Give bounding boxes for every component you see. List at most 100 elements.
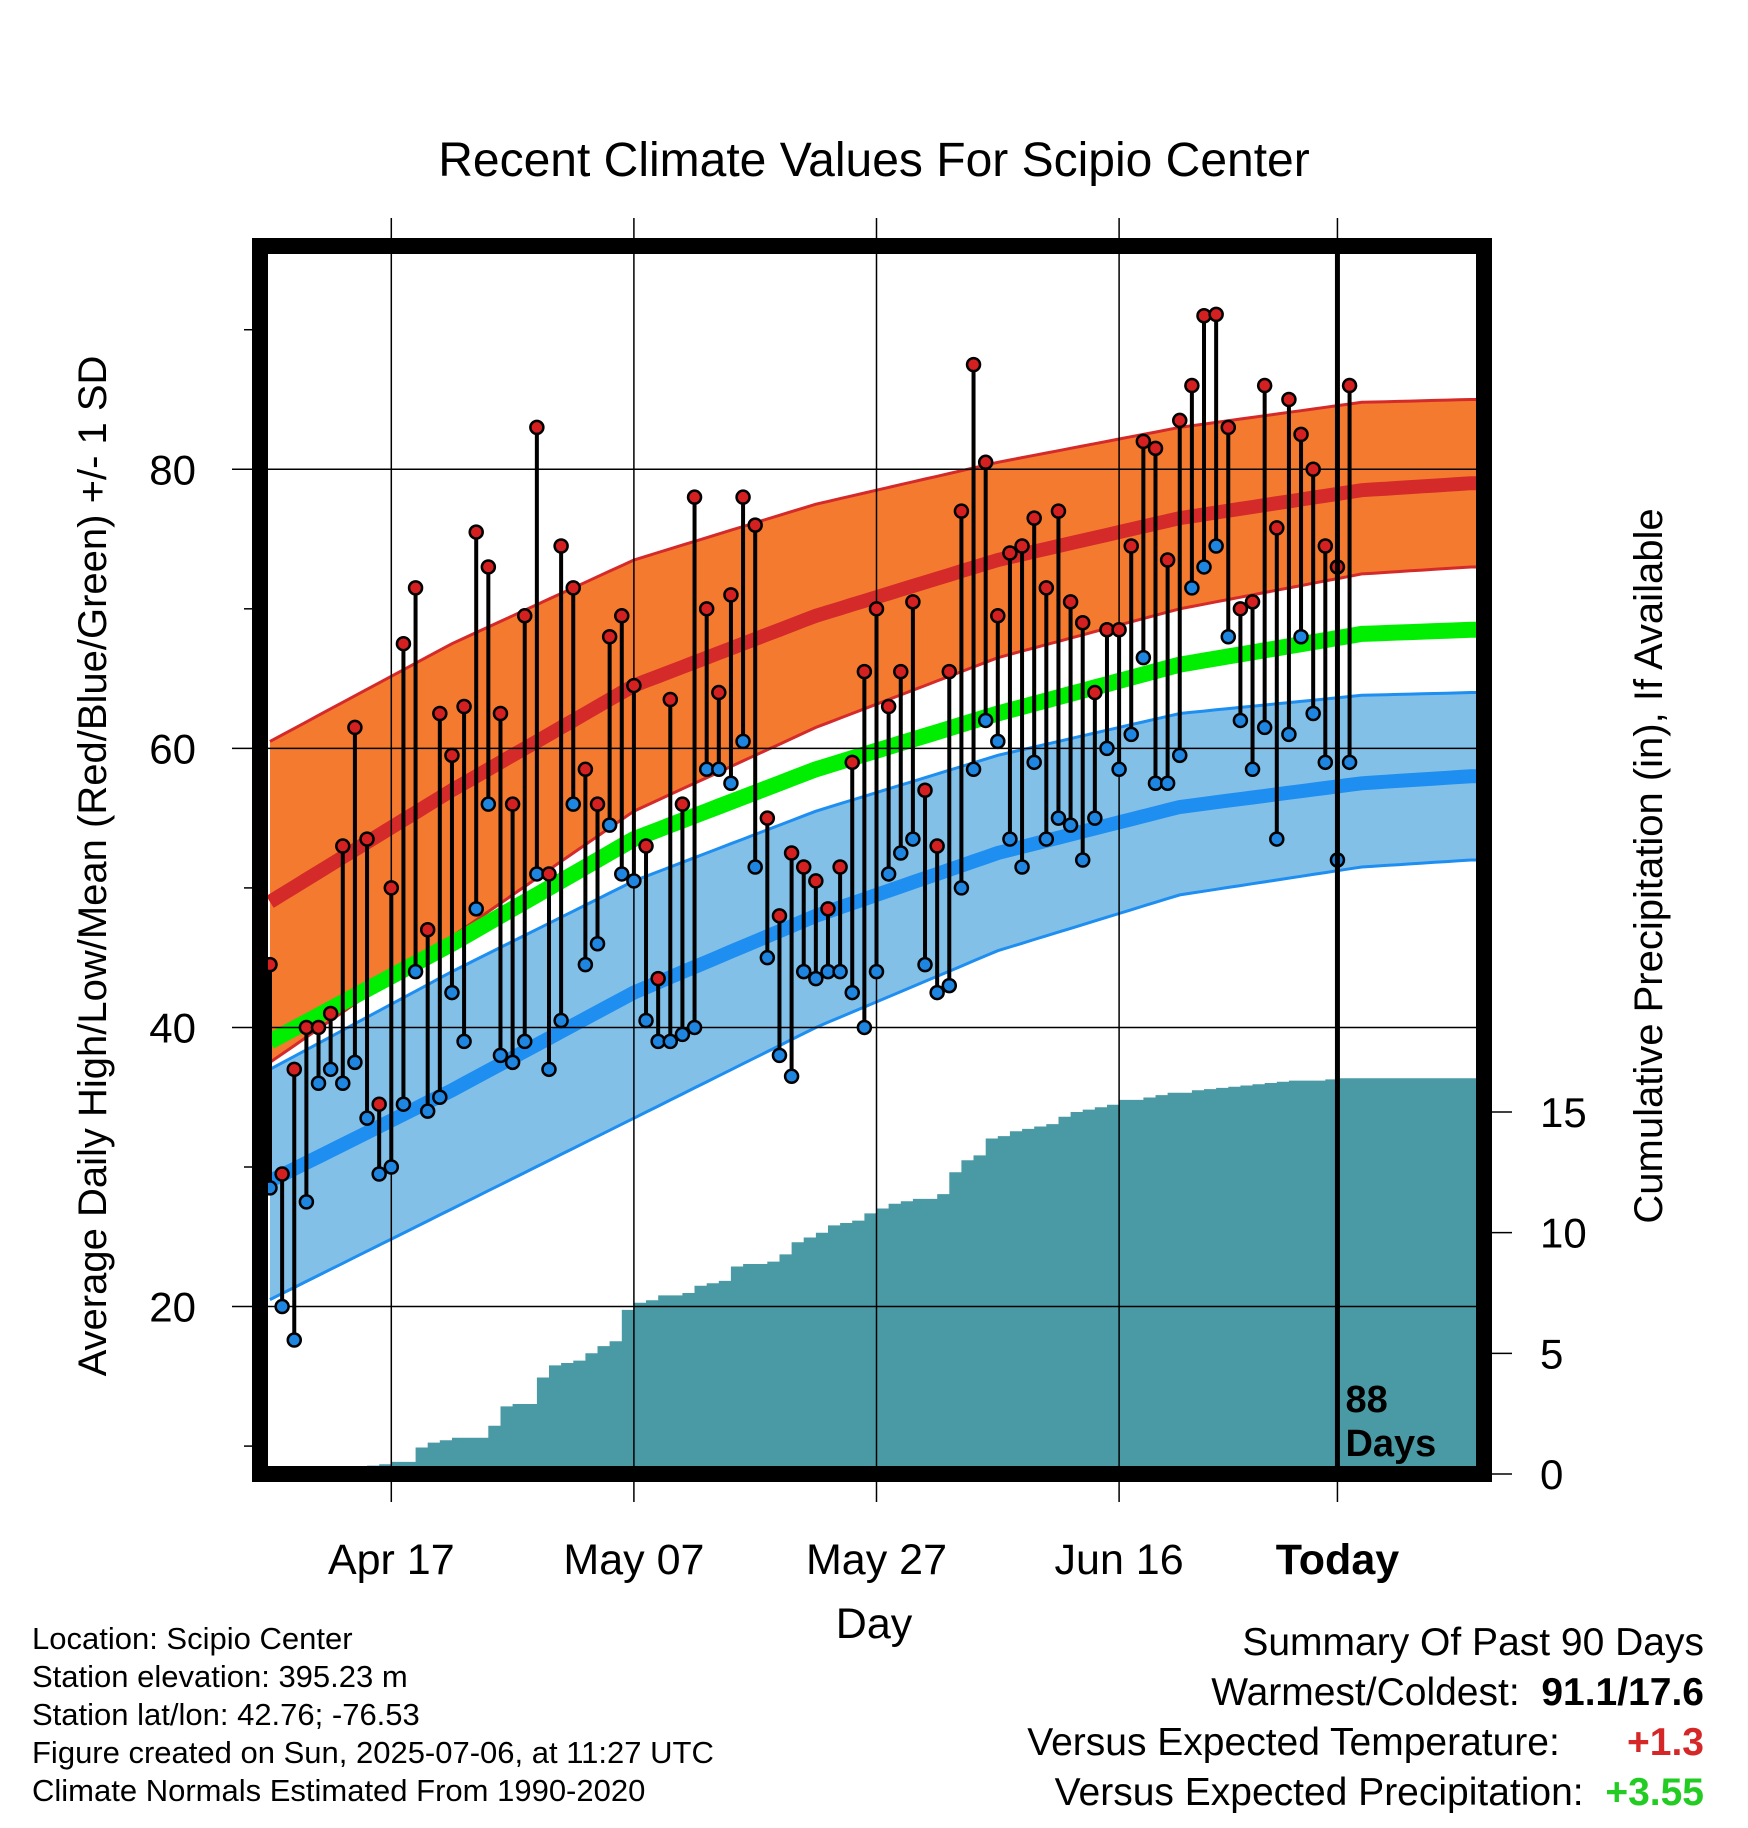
- high-point: [832, 859, 848, 875]
- x-tick-label: May 07: [563, 1536, 704, 1584]
- high-point: [1305, 461, 1321, 478]
- summary-panel: Summary Of Past 90 Days Warmest/Coldest:…: [1027, 1618, 1704, 1818]
- summary-precip-row: Versus Expected Precipitation: +3.55: [1027, 1768, 1704, 1818]
- high-point: [868, 601, 885, 617]
- low-point: [432, 1089, 448, 1105]
- low-mean-line: [266, 769, 1484, 1188]
- created-text: Figure created on Sun, 2025-07-06, at 11…: [32, 1735, 714, 1770]
- days-word-text: Days: [1345, 1423, 1436, 1465]
- high-point: [601, 628, 618, 645]
- low-point: [504, 1054, 521, 1071]
- high-point: [650, 970, 666, 987]
- low-point: [1099, 740, 1115, 757]
- high-point: [965, 356, 982, 373]
- high-point: [553, 538, 569, 554]
- low-point: [1111, 761, 1127, 778]
- high-point: [662, 691, 679, 708]
- precip-label: Versus Expected Precipitation:: [1054, 1771, 1584, 1814]
- high-point: [1220, 419, 1237, 436]
- high-point: [480, 559, 497, 575]
- high-point: [1159, 552, 1176, 568]
- low-point: [686, 1019, 703, 1036]
- high-point: [674, 796, 691, 812]
- warm-cold-label: Warmest/Coldest:: [1211, 1671, 1520, 1714]
- high-point: [614, 608, 630, 624]
- low-point: [395, 1096, 412, 1112]
- high-point: [759, 810, 776, 826]
- low-point: [638, 1012, 654, 1029]
- y-tick-label: 60: [149, 725, 196, 772]
- y2-tick-label: 10: [1540, 1210, 1587, 1257]
- low-point: [674, 1026, 691, 1043]
- high-point: [953, 503, 970, 519]
- low-point: [541, 1061, 557, 1078]
- high-point: [565, 580, 581, 596]
- high-point: [577, 761, 594, 778]
- high-point: [626, 677, 642, 694]
- high-point: [977, 454, 994, 471]
- high-point: [893, 663, 909, 680]
- low-point: [1184, 580, 1200, 596]
- high-point: [1172, 412, 1188, 429]
- low-point: [407, 963, 424, 980]
- location-text: Location: Scipio Center: [32, 1621, 353, 1656]
- temp-label: Versus Expected Temperature:: [1027, 1721, 1560, 1764]
- temp-value: +1.3: [1627, 1721, 1704, 1764]
- high-point: [335, 838, 351, 854]
- low-point: [322, 1061, 339, 1078]
- low-point: [1002, 831, 1018, 847]
- x-tick-label: Today: [1276, 1536, 1400, 1584]
- high-point: [347, 719, 363, 736]
- high-point: [432, 705, 448, 722]
- high-point: [286, 1061, 303, 1078]
- plot-frame: [252, 238, 1492, 1482]
- low-point: [723, 775, 739, 791]
- low-point: [1208, 538, 1224, 554]
- low-point: [917, 956, 933, 973]
- low-point: [419, 1103, 436, 1119]
- low-point: [1244, 761, 1261, 778]
- latlon-text: Station lat/lon: 42.76; -76.53: [32, 1697, 420, 1732]
- high-point: [371, 1096, 387, 1112]
- high-point: [310, 1019, 327, 1036]
- low-point: [480, 796, 497, 812]
- warm-cold-value: 91.1/17.6: [1541, 1671, 1704, 1714]
- low-point: [601, 817, 618, 833]
- high-point: [407, 580, 424, 596]
- low-point: [856, 1019, 873, 1036]
- high-point: [905, 594, 921, 610]
- low-point: [1256, 719, 1273, 736]
- low-point: [844, 984, 860, 1001]
- high-point: [274, 1166, 290, 1182]
- high-point: [1281, 391, 1297, 408]
- low-point: [298, 1194, 315, 1210]
- high-point: [1050, 503, 1067, 519]
- low-point: [1074, 852, 1091, 868]
- high-point: [723, 587, 739, 603]
- high-point: [322, 1005, 339, 1022]
- precip-value: +3.55: [1605, 1771, 1704, 1814]
- low-point: [1269, 831, 1285, 847]
- y-tick-label: 20: [149, 1284, 196, 1331]
- low-point: [868, 963, 885, 980]
- y-tick-label: 40: [149, 1004, 196, 1051]
- low-point: [310, 1075, 327, 1092]
- low-point: [1159, 775, 1176, 791]
- low-point: [335, 1075, 351, 1092]
- low-point: [1014, 859, 1030, 875]
- low-point: [1172, 747, 1188, 764]
- low-point: [747, 859, 763, 875]
- high-point: [359, 831, 375, 847]
- high-point: [516, 608, 533, 624]
- low-point: [286, 1332, 303, 1348]
- high-point: [1147, 440, 1164, 457]
- low-point: [1281, 726, 1297, 743]
- high-point: [698, 601, 715, 617]
- y2-tick-label: 0: [1540, 1451, 1563, 1498]
- low-point: [626, 873, 642, 889]
- axes: Apr 17 May 07 May 27 Jun 16 Today 20 40 60 80 0 5 1…: [149, 218, 1587, 1584]
- low-point: [468, 901, 484, 917]
- high-point: [444, 747, 460, 764]
